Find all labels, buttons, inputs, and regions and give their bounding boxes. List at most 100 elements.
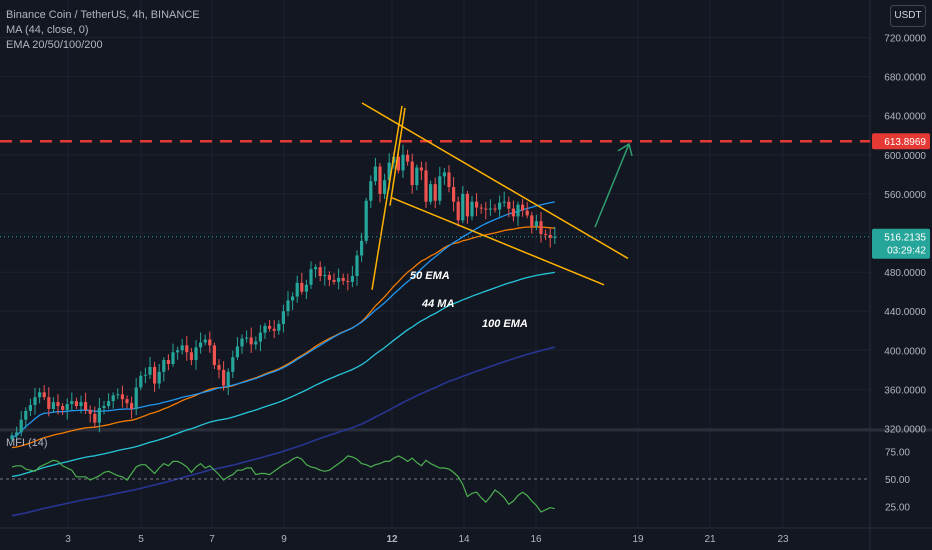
date-tick-label: 12: [386, 534, 398, 545]
legend-ma[interactable]: MA (44, close, 0): [6, 24, 89, 36]
candle-body: [189, 352, 193, 361]
candle-body: [470, 201, 474, 217]
candle-body: [447, 172, 451, 188]
candle-body: [111, 395, 115, 402]
candle-body: [309, 269, 313, 285]
candle-body: [180, 345, 184, 351]
candle-body: [544, 233, 548, 235]
legend-symbol[interactable]: Binance Coin / TetherUS, 4h, BINANCE: [6, 9, 200, 21]
date-tick-label: 23: [777, 534, 789, 545]
candles: [10, 144, 557, 443]
mfi-tick-label: 75.00: [885, 448, 910, 459]
mfi-legend[interactable]: MFI (14): [6, 437, 48, 449]
flag-lower-line: [391, 197, 605, 286]
candle-body: [286, 300, 290, 312]
candle-body: [406, 154, 410, 162]
date-tick-label: 19: [632, 534, 644, 545]
candle-body: [38, 392, 42, 398]
candle-body: [516, 204, 520, 217]
mfi-pane: [0, 455, 870, 513]
candle-body: [203, 339, 207, 343]
candle-body: [291, 296, 295, 301]
candle-body: [553, 236, 557, 238]
candle-body: [378, 166, 382, 194]
chart-legend: Binance Coin / TetherUS, 4h, BINANCE MA …: [6, 8, 200, 53]
candle-body: [539, 221, 543, 234]
candle-body: [84, 402, 88, 410]
candle-body: [263, 325, 267, 333]
ema-200-line: [11, 346, 555, 517]
candle-body: [88, 409, 92, 414]
price-tick-label: 400.0000: [884, 346, 926, 357]
candle-body: [120, 394, 124, 400]
last-price-tag: [872, 228, 930, 259]
candle-body: [465, 193, 469, 217]
candle-body: [521, 204, 525, 211]
candle-body: [332, 279, 336, 282]
pattern-drawings: [0, 102, 870, 290]
candle-body: [387, 162, 391, 181]
candle-body: [15, 432, 19, 436]
date-tick-label: 5: [138, 534, 144, 545]
candle-body: [530, 215, 534, 227]
candle-body: [79, 402, 83, 407]
flag-upper-line: [361, 102, 629, 260]
legend-ema[interactable]: EMA 20/50/100/200: [6, 39, 103, 51]
candle-body: [74, 401, 78, 407]
mfi-line: [11, 455, 555, 513]
date-tick-label: 9: [281, 534, 287, 545]
candle-body: [281, 311, 285, 324]
date-tick-label: 3: [65, 534, 71, 545]
candle-body: [318, 267, 322, 277]
candle-body: [272, 328, 276, 331]
candle-body: [507, 201, 511, 209]
candle-body: [433, 184, 437, 201]
candle-body: [153, 366, 157, 384]
ma-44-line: [11, 201, 555, 438]
price-tick-label: 360.0000: [884, 385, 926, 396]
price-tick-label: 480.0000: [884, 268, 926, 279]
target-arrow-head: [617, 142, 633, 156]
candle-body: [419, 167, 423, 171]
price-tick-label: 640.0000: [884, 112, 926, 123]
price-tick-label: 560.0000: [884, 190, 926, 201]
candle-body: [208, 339, 212, 346]
ema-100-line: [11, 271, 555, 478]
mfi-tick-label: 25.00: [885, 503, 910, 514]
candle-body: [401, 154, 405, 171]
candle-body: [102, 406, 106, 408]
candle-body: [24, 410, 28, 420]
candle-body: [396, 156, 400, 171]
candle-body: [212, 345, 216, 365]
candle-body: [171, 352, 175, 364]
candle-body: [107, 401, 111, 407]
candle-body: [548, 234, 552, 238]
moving-averages: [11, 201, 555, 517]
price-tick-label: 680.0000: [884, 73, 926, 84]
candle-body: [415, 167, 419, 186]
candle-body: [502, 201, 506, 203]
currency-button[interactable]: USDT: [890, 5, 926, 27]
candle-body: [373, 166, 377, 182]
candle-body: [369, 181, 373, 201]
target-arrow-line: [594, 143, 630, 228]
annotations: 50 EMA 44 MA 100 EMA: [410, 270, 528, 330]
candle-body: [125, 399, 129, 404]
flagpole-inner-line: [389, 107, 406, 206]
candle-body: [360, 240, 364, 256]
candle-body: [346, 280, 350, 282]
candle-body: [350, 276, 354, 282]
candle-body: [166, 360, 170, 364]
candle-body: [383, 180, 387, 194]
candle-body: [304, 284, 308, 292]
date-tick-label: 16: [530, 534, 542, 545]
candle-body: [61, 406, 65, 410]
candle-body: [438, 176, 442, 201]
candle-body: [222, 369, 226, 386]
candle-body: [479, 207, 483, 209]
candle-body: [461, 193, 465, 221]
candle-body: [498, 202, 502, 210]
candle-body: [28, 405, 32, 411]
